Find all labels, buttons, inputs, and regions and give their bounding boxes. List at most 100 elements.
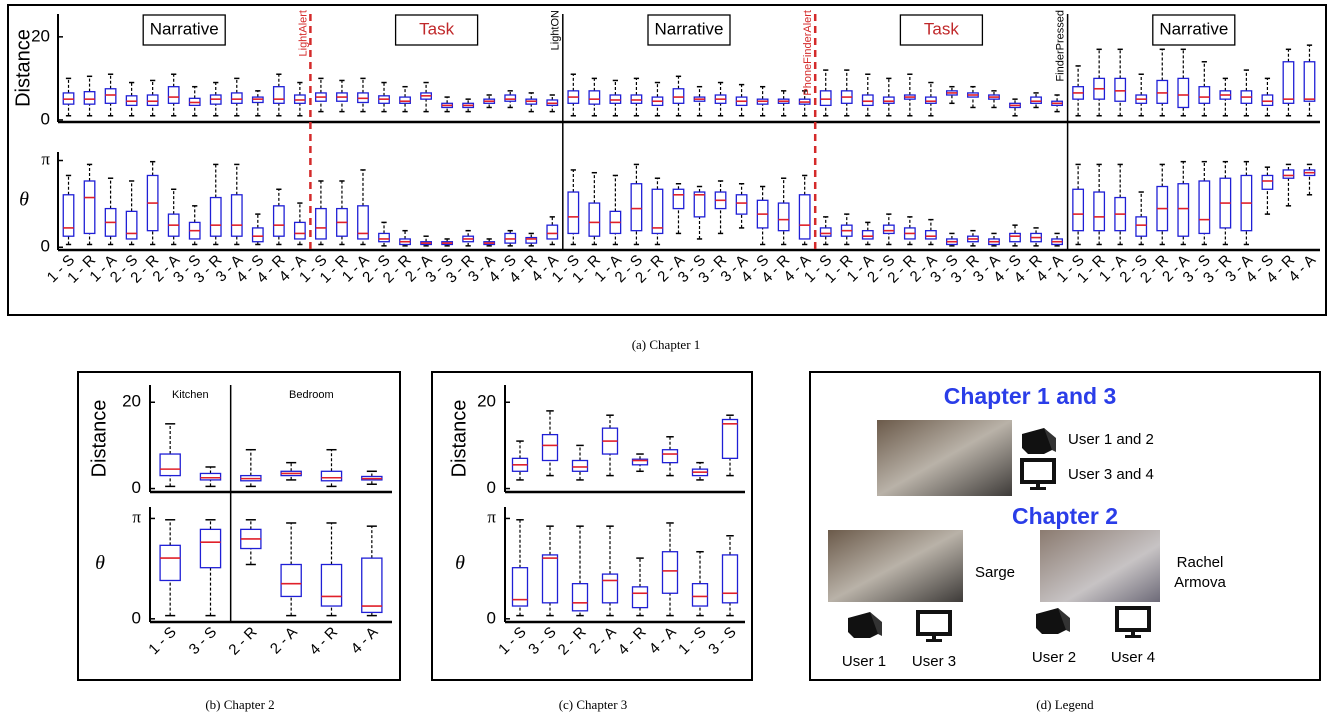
scene-image — [877, 420, 1012, 496]
box — [63, 195, 74, 236]
box — [1031, 97, 1042, 103]
section-label: Task — [924, 19, 959, 38]
event-label: FinderPressed — [1055, 10, 1067, 82]
box — [543, 555, 558, 603]
box — [1304, 62, 1315, 101]
y-tick-label: 0 — [41, 109, 50, 128]
scene-image — [828, 530, 963, 602]
user-label: User 3 — [912, 653, 956, 670]
box — [884, 225, 895, 233]
x-tick-label: 3 - S — [186, 624, 220, 658]
scene-name: Sarge — [975, 564, 1015, 581]
box — [589, 91, 600, 104]
box — [884, 97, 895, 103]
x-tick-label: 4 - R — [615, 624, 650, 659]
event-label: LightAlert — [297, 10, 309, 56]
box — [253, 228, 264, 242]
box — [589, 203, 600, 236]
y-axis-label: θ — [95, 552, 105, 574]
box — [693, 584, 708, 606]
y-tick-label: 20 — [122, 392, 141, 411]
box — [84, 92, 95, 104]
box — [1178, 184, 1189, 236]
box — [316, 209, 327, 239]
box — [362, 558, 382, 612]
box — [1262, 95, 1273, 105]
box — [799, 195, 810, 239]
box — [723, 420, 738, 459]
box — [1094, 192, 1105, 231]
scene-image — [1040, 530, 1160, 602]
y-tick-label: 0 — [41, 237, 50, 256]
box — [379, 233, 390, 241]
box — [274, 87, 285, 104]
vr-icon — [1022, 428, 1056, 454]
box — [160, 545, 180, 580]
section-label: Bedroom — [289, 389, 334, 401]
box — [1136, 217, 1147, 236]
box — [295, 222, 306, 239]
box — [200, 529, 220, 567]
legend-text: User 3 and 4 — [1068, 466, 1154, 483]
y-tick-label: 0 — [132, 608, 141, 627]
y-tick-label: 20 — [477, 392, 496, 411]
box — [778, 203, 789, 231]
legend-panel: Chapter 1 and 3 User 1 and 2 User 3 and … — [828, 383, 1226, 712]
caption: (d) Legend — [1036, 697, 1094, 712]
monitor-icon — [918, 612, 950, 642]
caption: (c) Chapter 3 — [559, 697, 628, 712]
box — [547, 225, 558, 239]
box — [1010, 233, 1021, 241]
box — [633, 587, 648, 608]
section-label: Task — [419, 19, 454, 38]
user-label: User 2 — [1032, 649, 1076, 666]
box — [84, 181, 95, 233]
box — [321, 471, 341, 480]
box — [1262, 175, 1273, 189]
x-tick-label: 3 - S — [525, 624, 559, 658]
box — [147, 95, 158, 105]
x-tick-label: 4 - A — [348, 624, 382, 658]
event-label: PhoneFinderAlert — [802, 10, 814, 96]
box — [610, 95, 621, 103]
box — [736, 195, 747, 214]
figure: Chapter 1 and 3 User 1 and 2 User 3 and … — [0, 0, 1331, 721]
monitor-icon — [1117, 608, 1149, 638]
box — [673, 89, 684, 104]
box — [543, 435, 558, 461]
x-tick-label: 1 - S — [675, 624, 709, 658]
box — [1157, 80, 1168, 103]
y-axis-label: θ — [19, 189, 29, 211]
box — [652, 189, 663, 233]
x-tick-label: 4 - R — [306, 624, 341, 659]
box — [573, 584, 588, 611]
box — [573, 461, 588, 472]
box — [568, 192, 579, 233]
box — [400, 97, 411, 103]
box — [673, 189, 684, 208]
section-label: Narrative — [1159, 19, 1228, 38]
scene-name: Rachel — [1177, 554, 1224, 571]
x-tick-label: 2 - R — [555, 624, 590, 659]
x-tick-label: 3 - S — [705, 624, 739, 658]
box — [321, 565, 341, 607]
y-tick-label: π — [487, 507, 496, 526]
y-tick-label: π — [41, 149, 50, 168]
y-tick-label: 0 — [132, 478, 141, 497]
x-tick-label: 2 - A — [267, 624, 301, 658]
box — [926, 231, 937, 239]
legend-text: User 1 and 2 — [1068, 431, 1154, 448]
box — [663, 552, 678, 594]
y-tick-label: π — [132, 507, 141, 526]
section-label: Narrative — [655, 19, 724, 38]
box — [168, 87, 179, 104]
box — [1115, 78, 1126, 101]
box — [820, 228, 831, 236]
x-tick-label: 2 - R — [225, 624, 260, 659]
y-axis-label: Distance — [448, 400, 470, 478]
user-label: User 4 — [1111, 649, 1155, 666]
box — [631, 184, 642, 231]
box — [505, 95, 516, 101]
